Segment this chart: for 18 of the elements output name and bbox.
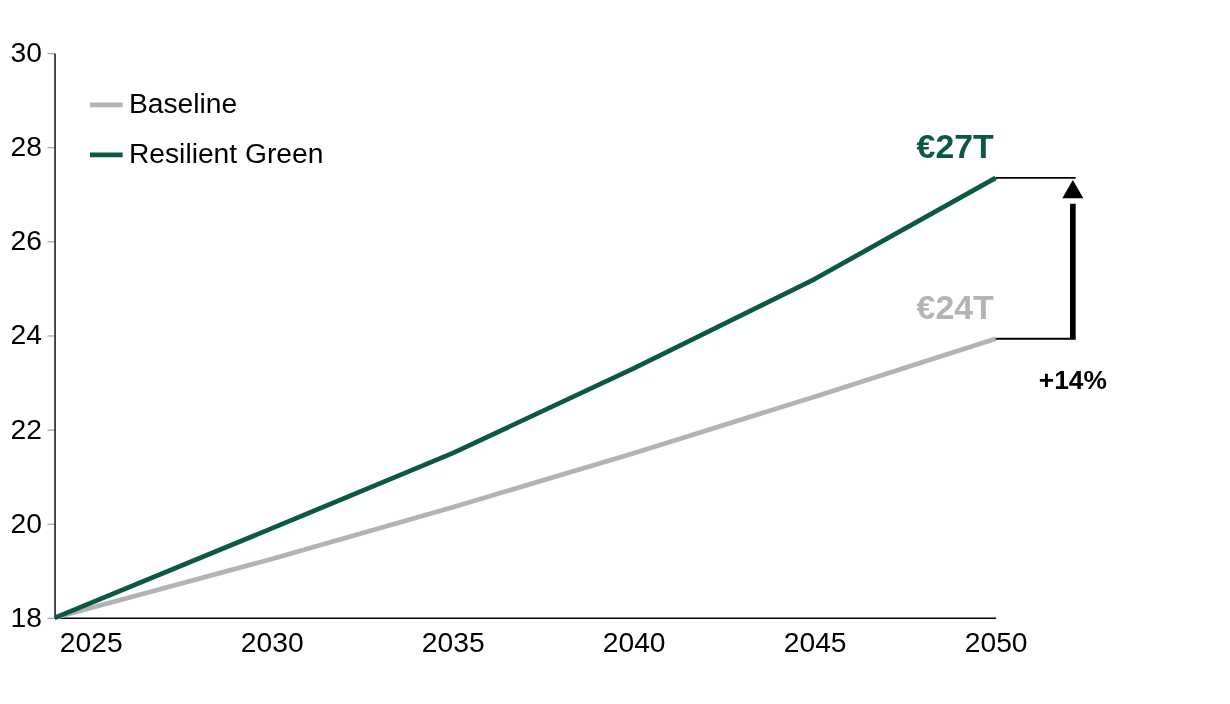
y-tick-label: 18 — [10, 600, 42, 633]
data-label: €27T — [916, 127, 995, 166]
y-tick-label: 20 — [10, 506, 42, 539]
y-tick-label: 26 — [10, 224, 42, 257]
x-tick-label: 2045 — [783, 626, 847, 659]
legend-label: Baseline — [128, 87, 238, 120]
x-tick-label: 2030 — [240, 626, 304, 659]
x-tick-label: 2050 — [964, 626, 1028, 659]
x-tick-label: 2025 — [59, 626, 123, 659]
y-tick-label: 22 — [10, 412, 42, 445]
legend-label: Resilient Green — [128, 137, 324, 170]
y-tick-label: 24 — [10, 318, 42, 351]
data-label: €24T — [916, 288, 995, 327]
y-tick-label: 30 — [10, 36, 42, 69]
text: +14% — [1038, 364, 1107, 395]
x-tick-label: 2040 — [602, 626, 666, 659]
y-tick-label: 28 — [10, 130, 42, 163]
x-tick-label: 2035 — [421, 626, 485, 659]
